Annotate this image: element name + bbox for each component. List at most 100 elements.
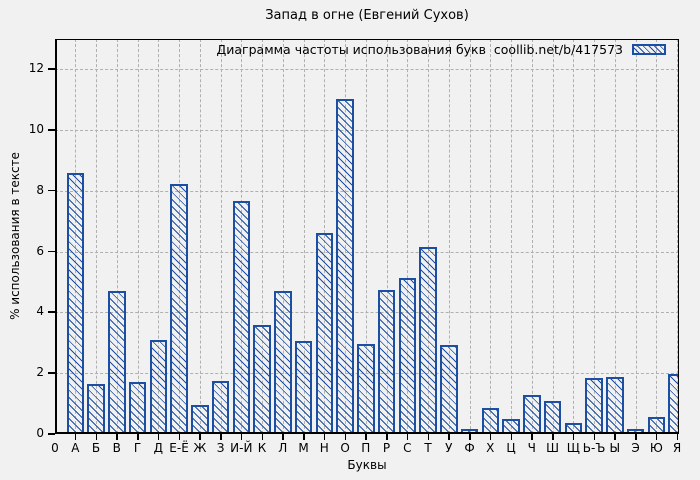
x-tick-label: В [112, 441, 121, 455]
x-tick-label: Ж [193, 441, 207, 455]
x-tick-label: А [71, 441, 80, 455]
gridline-vertical [635, 39, 637, 434]
y-tick [48, 433, 55, 435]
bar-Я [668, 373, 679, 434]
y-tick [48, 129, 55, 131]
x-tick [344, 434, 347, 440]
gridline-vertical [137, 39, 139, 434]
x-tick [448, 434, 450, 440]
bar-Ц [502, 419, 520, 434]
x-tick-label: Т [424, 441, 432, 455]
x-tick [282, 434, 284, 440]
x-tick [365, 434, 367, 440]
bar-Щ [564, 423, 583, 434]
x-tick-label: Ы [609, 441, 621, 455]
gridline-vertical [552, 39, 554, 434]
gridline-vertical [573, 39, 575, 434]
gridline-vertical [428, 39, 430, 434]
x-tick-label: Г [133, 441, 142, 455]
bar-Ю [647, 417, 666, 434]
plot-area [55, 39, 679, 434]
gridline-vertical [448, 39, 450, 434]
x-tick [95, 434, 98, 440]
gridline-vertical [365, 39, 367, 434]
legend: Диаграмма частоты использования букв coo… [55, 42, 666, 57]
gridline-vertical [656, 39, 658, 434]
x-tick-label: Ш [546, 441, 559, 455]
x-tick [220, 434, 222, 440]
y-tick-label: 12 [28, 61, 44, 76]
x-tick-label: Н [319, 441, 329, 455]
x-tick-label: Я [672, 441, 682, 455]
bar-Н [315, 233, 334, 434]
x-tick-label: Щ [566, 441, 580, 455]
gridline-vertical [407, 39, 409, 434]
y-tick-label: 0 [36, 426, 44, 440]
x-tick [510, 434, 513, 440]
x-tick [116, 434, 118, 440]
gridline-vertical [220, 39, 222, 434]
gridline-vertical [614, 39, 616, 434]
bar-М [294, 341, 313, 434]
x-tick-label: М [298, 441, 309, 455]
y-tick [48, 68, 55, 70]
x-tick-label: О [340, 441, 350, 455]
x-tick [531, 434, 533, 440]
gridline-horizontal [55, 312, 679, 314]
y-tick-label: 6 [36, 243, 44, 258]
bar-Л [274, 290, 292, 434]
gridline-vertical [282, 39, 284, 434]
x-tick-label: У [445, 441, 453, 455]
bar-Х [481, 407, 500, 434]
x-tick [469, 434, 471, 440]
x-origin-label: 0 [51, 441, 59, 455]
bar-Ы [606, 377, 624, 434]
x-tick [655, 434, 658, 440]
x-tick-label: Ч [527, 441, 536, 455]
y-tick [48, 372, 55, 374]
y-tick-label: 10 [28, 122, 44, 137]
x-tick-label: Ц [506, 441, 516, 455]
y-tick-label: 8 [36, 182, 44, 197]
gridline-vertical [469, 39, 471, 434]
gridline-vertical [262, 39, 264, 434]
x-tick [157, 434, 160, 440]
x-tick-label: Х [486, 441, 495, 455]
x-tick-label: Ь-Ъ [582, 441, 606, 455]
bar-Е-Ё [170, 183, 188, 434]
x-tick-label: И-Й [230, 441, 253, 455]
x-tick [614, 434, 616, 440]
bar-Д [149, 340, 168, 434]
gridline-vertical [96, 39, 98, 434]
gridline-horizontal [55, 190, 679, 192]
x-tick-label: Э [631, 441, 640, 455]
gridline-vertical [677, 39, 679, 434]
bar-Т [419, 247, 437, 434]
legend-label: Диаграмма частоты использования букв coo… [216, 42, 623, 57]
gridline-vertical [531, 39, 533, 434]
x-tick [572, 434, 575, 440]
gridline-vertical [116, 39, 118, 434]
x-tick-label: Ф [464, 441, 475, 455]
gridline-vertical [199, 39, 201, 434]
x-tick [386, 434, 388, 440]
x-axis-label: Буквы [347, 458, 387, 472]
bar-П [357, 344, 375, 434]
bar-В [108, 291, 126, 434]
x-tick [427, 434, 430, 440]
x-tick [178, 434, 181, 440]
bar-И-Й [232, 200, 251, 434]
bar-К [253, 325, 271, 434]
x-tick [240, 434, 243, 440]
x-tick-label: Е-Ё [169, 441, 189, 455]
y-tick [48, 250, 55, 253]
x-tick [676, 434, 679, 440]
bar-О [336, 98, 354, 434]
x-tick [593, 434, 596, 440]
bar-С [398, 278, 417, 434]
y-tick-label: 2 [36, 365, 44, 380]
legend-hatch-swatch-icon [632, 44, 666, 55]
x-tick-label: С [403, 441, 412, 455]
bar-А [66, 172, 85, 434]
